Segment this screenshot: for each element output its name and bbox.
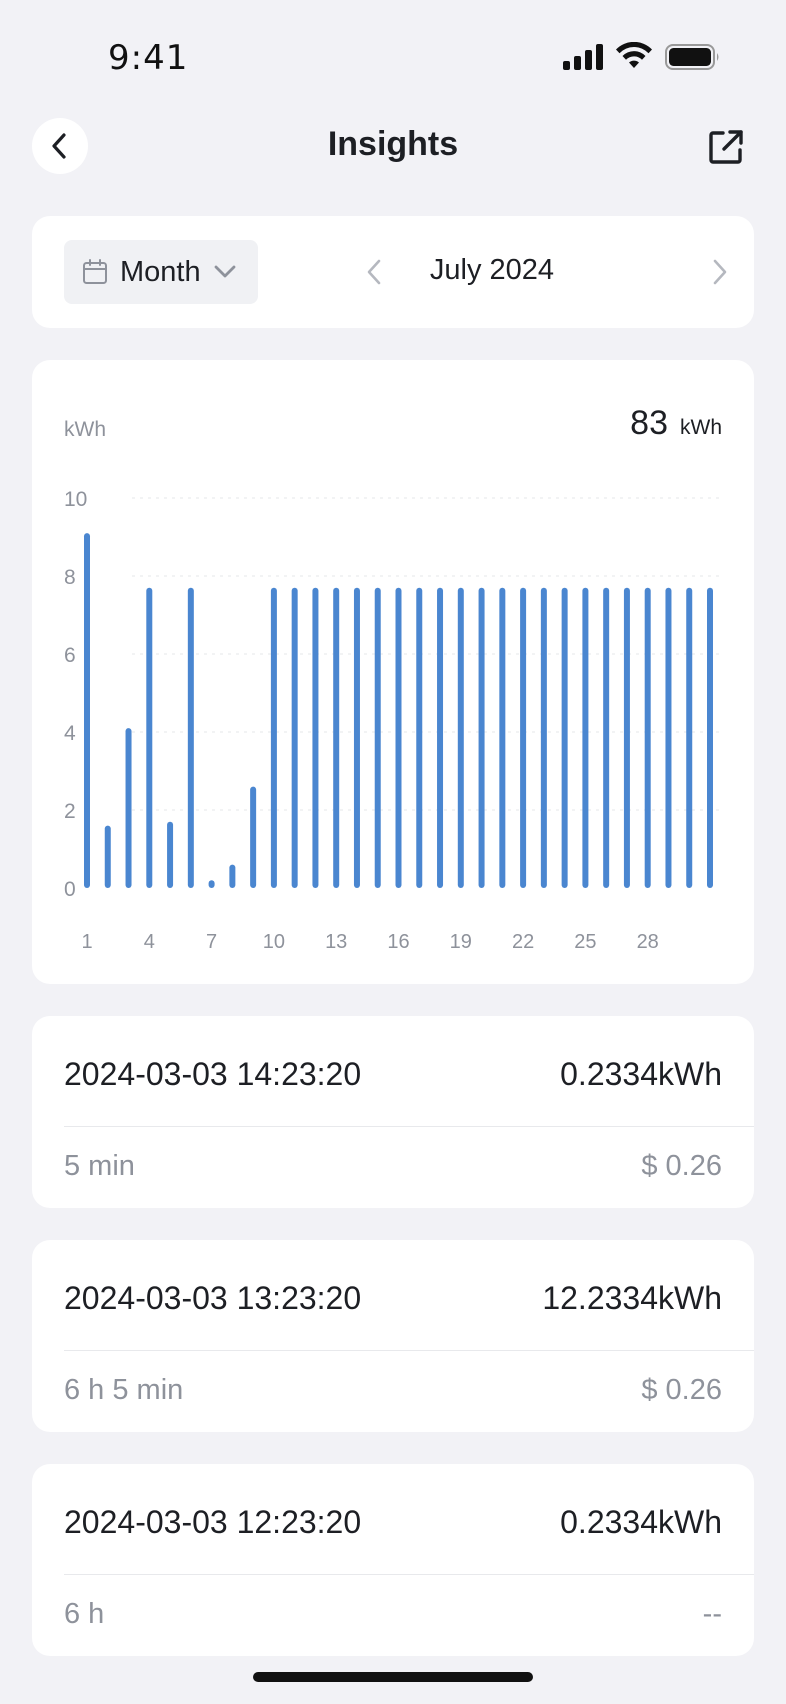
x-tick-label: 16 [387,931,409,953]
record-duration: 6 h 5 min [64,1374,184,1406]
chart-total: 83 kWh [630,404,722,443]
session-record[interactable]: 2024-03-03 13:23:20 12.2334kWh 6 h 5 min… [32,1240,754,1432]
period-selector-card: Month July 2024 [32,216,754,328]
y-tick-label: 2 [64,800,76,823]
period-mode-dropdown[interactable]: Month [64,240,258,304]
back-button[interactable] [32,118,88,174]
record-timestamp: 2024-03-03 14:23:20 [64,1056,362,1092]
y-tick-label: 6 [64,644,76,667]
chevron-down-icon [214,265,236,278]
x-tick-label: 19 [450,931,472,953]
record-energy: 0.2334kWh [560,1056,722,1092]
x-tick-label: 22 [512,931,534,953]
chart-total-value: 83 [630,404,668,442]
previous-period-button[interactable] [352,250,396,294]
x-tick-label: 7 [206,931,217,953]
y-tick-label: 8 [64,566,76,589]
record-duration: 6 h [64,1598,105,1630]
period-mode-label: Month [120,255,201,288]
chart-unit-label: kWh [64,418,106,441]
export-button[interactable] [704,125,748,169]
page-title: Insights [327,125,459,163]
wifi-icon [616,42,652,68]
divider [64,1126,754,1127]
session-record[interactable]: 2024-03-03 12:23:20 0.2334kWh 6 h -- [32,1464,754,1656]
divider [64,1350,754,1351]
divider [64,1574,754,1575]
calendar-icon [83,259,107,284]
record-energy: 12.2334kWh [542,1280,722,1316]
cellular-signal-icon [563,44,603,70]
home-indicator [253,1672,533,1682]
y-tick-label: 0 [64,878,76,901]
status-bar: 9:41 [0,0,786,110]
period-label: July 2024 [429,254,555,286]
energy-bar-chart: 0 2 4 6 8 10 1 4 7 10 13 16 19 22 25 28 [64,488,722,953]
external-link-icon [709,130,743,164]
session-record[interactable]: 2024-03-03 14:23:20 0.2334kWh 5 min $ 0.… [32,1016,754,1208]
y-tick-label: 10 [64,488,87,511]
record-energy: 0.2334kWh [560,1504,722,1540]
record-cost: $ 0.26 [641,1374,722,1406]
status-time: 9:41 [108,38,189,78]
battery-icon [665,44,719,70]
chevron-right-icon [713,259,727,285]
x-tick-label: 28 [637,931,659,953]
record-timestamp: 2024-03-03 12:23:20 [64,1504,362,1540]
chart-total-unit: kWh [680,416,722,439]
navigation-bar: Insights [0,115,786,181]
next-period-button[interactable] [698,250,742,294]
record-cost: -- [702,1598,722,1630]
y-tick-label: 4 [64,722,76,745]
x-tick-label: 4 [144,931,155,953]
record-duration: 5 min [64,1150,135,1182]
record-timestamp: 2024-03-03 13:23:20 [64,1280,362,1316]
record-cost: $ 0.26 [641,1150,722,1182]
chevron-left-icon [52,133,66,159]
x-tick-label: 13 [325,931,347,953]
x-tick-label: 10 [263,931,285,953]
x-tick-label: 25 [574,931,596,953]
chevron-left-icon [367,259,381,285]
energy-chart-card: kWh 83 kWh 0 2 4 6 8 10 1 4 7 10 13 16 19 22 25 28 [32,360,754,984]
x-tick-label: 1 [81,931,92,953]
